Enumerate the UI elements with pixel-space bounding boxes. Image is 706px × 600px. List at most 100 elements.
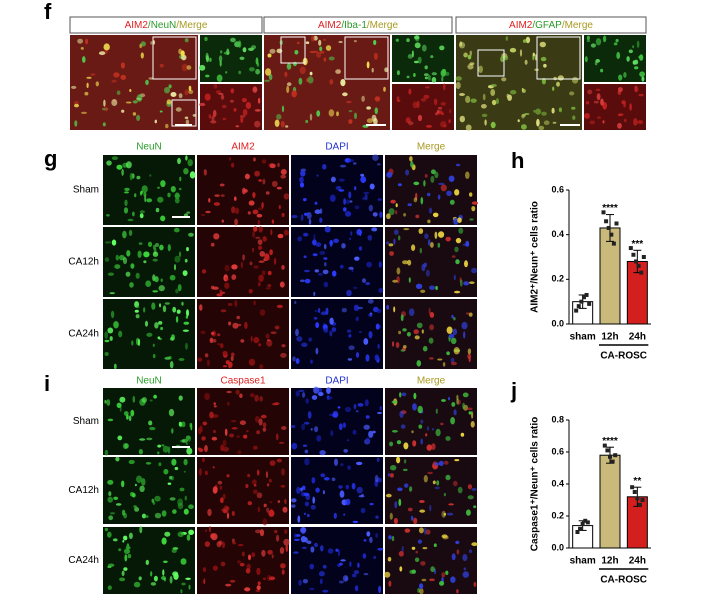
cell	[152, 258, 158, 262]
cell	[415, 283, 423, 289]
column-header: DAPI	[325, 142, 348, 153]
data-point	[580, 522, 585, 526]
cell	[181, 421, 186, 428]
cell	[355, 316, 359, 321]
group-label: CA-ROSC	[600, 351, 647, 362]
part: /NeuN	[148, 20, 176, 31]
cell	[430, 566, 435, 573]
cell	[212, 486, 218, 494]
micrograph	[385, 527, 477, 594]
cell	[213, 202, 220, 206]
cell	[258, 343, 262, 347]
cell	[388, 208, 395, 216]
cell	[586, 35, 591, 41]
cell	[507, 94, 512, 101]
cell	[374, 354, 379, 361]
cell	[412, 403, 417, 411]
cell	[468, 411, 473, 415]
cell	[186, 211, 191, 214]
cell	[319, 450, 326, 456]
cell	[454, 290, 461, 294]
cell	[186, 534, 191, 541]
cell	[305, 41, 310, 44]
cell	[372, 212, 378, 217]
cell	[145, 559, 149, 566]
cell	[300, 214, 304, 222]
cell	[252, 230, 256, 238]
cell	[103, 43, 110, 51]
cell	[108, 515, 114, 521]
cell	[138, 576, 142, 581]
cell	[363, 191, 370, 195]
cell	[234, 207, 240, 215]
cell	[300, 526, 307, 534]
cell	[430, 242, 434, 248]
cell	[249, 393, 255, 398]
cell	[532, 52, 535, 57]
cell	[232, 322, 239, 329]
cell	[402, 260, 409, 265]
cell	[430, 175, 435, 183]
cell	[189, 171, 196, 179]
part: /Merge	[562, 20, 594, 31]
cell	[248, 47, 254, 51]
cell	[595, 88, 601, 91]
cell	[404, 528, 411, 533]
column-header: NeuN	[136, 376, 162, 387]
cell	[435, 428, 441, 437]
cell	[203, 172, 206, 175]
cell	[166, 99, 172, 105]
cell	[240, 339, 245, 343]
cell	[436, 480, 440, 486]
cell	[212, 466, 215, 469]
cell	[419, 588, 424, 595]
cell	[124, 187, 130, 191]
cell	[634, 86, 639, 93]
cell	[204, 529, 208, 532]
cell	[115, 456, 120, 462]
cell	[352, 573, 357, 578]
cell	[467, 54, 472, 60]
cell	[624, 118, 627, 123]
cell	[636, 40, 640, 48]
cell	[467, 348, 472, 355]
cell	[217, 480, 223, 485]
cell	[260, 414, 267, 419]
cell	[346, 329, 352, 333]
cell	[206, 359, 210, 367]
cell	[220, 94, 225, 100]
cell	[460, 432, 465, 437]
cell	[490, 89, 496, 96]
cell	[455, 237, 462, 244]
cell	[389, 473, 394, 478]
data-point	[576, 304, 581, 309]
cell	[353, 162, 357, 165]
cell	[245, 102, 252, 109]
cell	[251, 552, 256, 558]
cell	[269, 163, 276, 169]
cell	[116, 164, 123, 170]
cell	[250, 335, 253, 342]
cell	[470, 421, 475, 428]
cell	[229, 99, 234, 103]
cell	[127, 554, 132, 559]
cell	[376, 163, 381, 166]
cell	[505, 36, 508, 41]
cell	[163, 578, 167, 582]
cell	[238, 70, 242, 75]
cell	[139, 485, 145, 492]
cell	[471, 201, 478, 205]
cell	[411, 244, 416, 251]
cell	[617, 113, 621, 117]
cell	[413, 517, 418, 525]
cell	[253, 226, 258, 232]
cell	[357, 403, 364, 407]
cell	[107, 479, 114, 485]
data-point	[632, 490, 637, 494]
cell	[345, 484, 350, 490]
cell	[626, 56, 630, 62]
cell	[231, 206, 236, 214]
cell	[257, 219, 260, 226]
cell	[441, 68, 447, 74]
cell	[358, 495, 365, 498]
